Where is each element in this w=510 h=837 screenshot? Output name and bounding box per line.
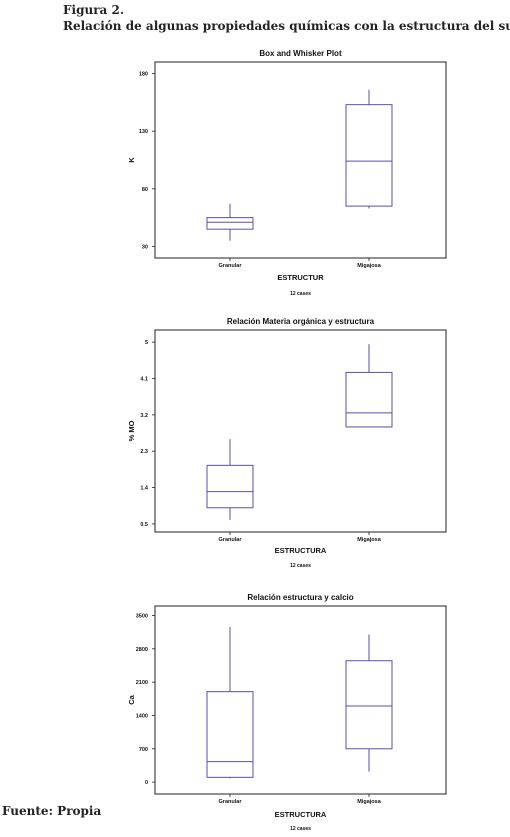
x-axis-label: ESTRUCTUR xyxy=(277,273,324,282)
plot-frame xyxy=(154,605,447,795)
source-note: Fuente: Propia xyxy=(2,804,102,818)
y-tick-label: 3.2 xyxy=(140,413,148,419)
x-category-label: Migajosa xyxy=(357,537,381,543)
chart-organic-matter: Relación Materia orgánica y estructura 0.… xyxy=(127,317,447,569)
y-tick-label: 80 xyxy=(142,187,148,193)
x-category-label: Migajosa xyxy=(357,263,381,269)
plot-frame xyxy=(154,61,447,259)
case-count-note: 12 cases xyxy=(290,291,311,297)
y-tick-label: 2800 xyxy=(136,647,148,653)
y-tick-label: 1400 xyxy=(136,713,148,719)
y-tick-label: 4.1 xyxy=(140,376,148,382)
x-axis-label: ESTRUCTURA xyxy=(275,546,327,555)
box-iqr xyxy=(345,371,393,428)
chart-title: Relación Materia orgánica y estructura xyxy=(227,317,375,326)
chart-potassium: Box and Whisker Plot 30 80 130 180 Granular Mi… xyxy=(127,49,447,297)
y-axis-label: % MO xyxy=(127,420,136,441)
y-tick-label: 1.4 xyxy=(140,486,149,492)
x-axis-label: ESTRUCTURA xyxy=(275,810,327,819)
chart-calcium: Relación estructura y calcio 0 700 1400 2100… xyxy=(127,593,447,832)
figure-label: Figura 2. xyxy=(63,3,124,17)
y-tick-label: 0 xyxy=(145,780,148,786)
y-tick-label: 180 xyxy=(139,72,148,78)
box-iqr xyxy=(345,660,393,750)
box-iqr xyxy=(345,104,393,207)
case-count-note: 12 cases xyxy=(290,563,311,569)
y-tick-label: 130 xyxy=(139,129,148,135)
y-tick-label: 700 xyxy=(139,747,148,753)
y-axis-label: K xyxy=(127,157,136,163)
chart-title: Relación estructura y calcio xyxy=(247,593,353,602)
box-iqr xyxy=(206,464,254,509)
y-axis-label: Ca xyxy=(127,694,136,704)
box-iqr xyxy=(206,217,254,230)
plot-frame xyxy=(154,329,447,533)
y-tick-label: 3500 xyxy=(136,614,148,620)
y-tick-label: 30 xyxy=(142,244,148,250)
figure-title: Relación de algunas propiedades químicas… xyxy=(63,19,510,33)
y-tick-label: 2.3 xyxy=(140,449,148,455)
box-iqr xyxy=(206,691,254,778)
x-category-label: Migajosa xyxy=(357,799,381,805)
y-tick-label: 2100 xyxy=(136,680,148,686)
case-count-note: 12 cases xyxy=(290,826,311,832)
y-tick-label: 0.5 xyxy=(140,522,148,528)
x-category-label: Granular xyxy=(219,799,243,805)
y-tick-label: 5 xyxy=(145,340,148,346)
x-category-label: Granular xyxy=(219,263,243,269)
chart-title: Box and Whisker Plot xyxy=(259,49,342,58)
x-category-label: Granular xyxy=(219,537,243,543)
